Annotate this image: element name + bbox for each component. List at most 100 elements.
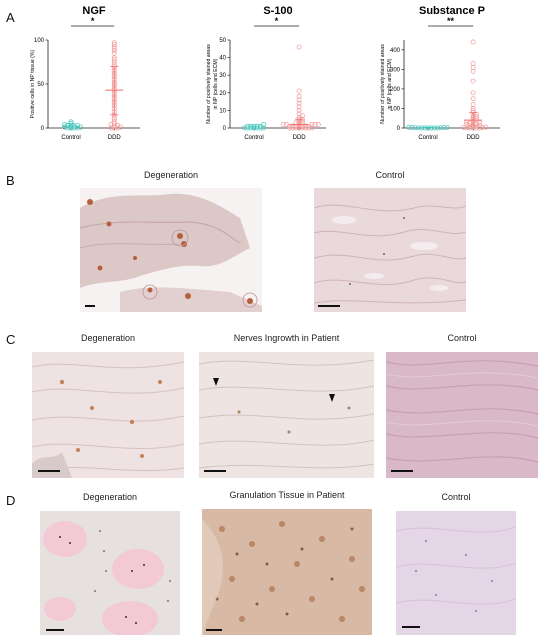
control-point xyxy=(441,125,447,131)
chart-svg: NGF 0 50 100 Positive cells in NP tissue (%)… xyxy=(30,5,140,141)
micrograph-b-degeneration xyxy=(80,188,262,312)
micrograph-c-nerves xyxy=(199,352,374,478)
x-tick-label: Control xyxy=(61,135,80,141)
scale-bar xyxy=(85,305,95,307)
ddd-point xyxy=(470,39,476,45)
y-axis-label: Number of positively stained areas xyxy=(206,44,212,124)
ddd-point xyxy=(296,44,302,50)
panel-letter-d: D xyxy=(6,493,16,508)
y-tick-label: 100 xyxy=(390,106,401,112)
panel-letter-c: C xyxy=(6,332,16,347)
control-point xyxy=(74,122,80,128)
chart-title: NGF xyxy=(82,5,106,17)
micrograph-d-degeneration xyxy=(40,511,180,635)
scale-bar xyxy=(204,470,226,472)
ddd-point xyxy=(473,113,479,119)
axis-lines xyxy=(403,40,500,129)
ngf-chart: NGF 0 50 100 Positive cells in NP tissue (%)… xyxy=(20,0,180,165)
ddd-point xyxy=(280,122,286,127)
y-tick-label: 50 xyxy=(37,82,44,88)
scale-bar xyxy=(318,305,340,307)
ddd-point xyxy=(296,88,302,94)
control-point xyxy=(444,124,450,130)
y-tick-label: 20 xyxy=(219,91,226,97)
control-point xyxy=(261,122,267,127)
chart-title: S-100 xyxy=(263,5,292,17)
x-tick-label: Control xyxy=(244,135,263,141)
ddd-point xyxy=(111,41,117,47)
ddd-point xyxy=(296,111,302,117)
y-tick-label: 0 xyxy=(397,126,401,132)
scale-bar xyxy=(46,629,64,631)
control-point xyxy=(412,125,418,131)
axis-lines xyxy=(47,40,140,129)
ddd-point xyxy=(470,102,476,107)
caption-b-degeneration: Degeneration xyxy=(143,170,199,180)
ddd-point xyxy=(470,96,476,102)
ddd-point xyxy=(470,90,476,96)
ddd-point xyxy=(464,122,470,127)
control-point xyxy=(409,125,415,131)
substance-p-chart: Substance P 0 100 200 300 400 Number of positi… xyxy=(372,0,532,165)
axis-lines xyxy=(229,40,326,129)
y-tick-label: 40 xyxy=(219,56,226,62)
y-axis-label: in NP (cells and ECM) xyxy=(213,58,219,109)
y-tick-label: 200 xyxy=(390,87,401,93)
ddd-point xyxy=(111,56,117,62)
micrograph-b-control xyxy=(314,188,466,312)
caption-c-nerves: Nerves Ingrowth in Patient xyxy=(233,333,340,343)
micrograph-c-degeneration xyxy=(32,352,184,478)
ddd-point xyxy=(296,100,302,106)
ddd-point xyxy=(483,124,489,130)
significance-marker: ** xyxy=(447,16,455,26)
chart-svg: Substance P 0 100 200 300 400 Number of positi… xyxy=(380,5,500,141)
ddd-point xyxy=(296,107,302,113)
significance-marker: * xyxy=(91,16,95,26)
x-tick-label: DDD xyxy=(293,135,307,141)
y-tick-label: 0 xyxy=(223,126,227,132)
x-tick-label: DDD xyxy=(467,135,481,141)
ddd-point xyxy=(315,122,321,127)
scale-bar xyxy=(206,629,222,631)
ddd-point xyxy=(312,122,318,127)
chart-title: Substance P xyxy=(419,5,485,17)
micrograph-c-control xyxy=(386,352,538,478)
scale-bar xyxy=(38,470,60,472)
control-point xyxy=(406,124,412,130)
scale-bar xyxy=(402,626,420,628)
y-tick-label: 100 xyxy=(34,38,45,44)
ddd-point xyxy=(470,61,476,66)
ddd-point xyxy=(296,97,302,103)
ddd-point xyxy=(480,125,486,131)
control-point xyxy=(438,125,444,131)
ddd-point xyxy=(461,124,466,130)
ddd-point xyxy=(111,40,117,46)
caption-d-granulation: Granulation Tissue in Patient xyxy=(229,490,345,500)
scale-bar xyxy=(391,470,413,472)
y-axis-label: Positive cells in NP tissue (%) xyxy=(30,49,36,118)
y-axis-label: in NP (cells and ECM) xyxy=(387,58,393,109)
panel-letter-a: A xyxy=(6,10,15,25)
ddd-point xyxy=(111,48,117,54)
y-tick-label: 50 xyxy=(219,38,226,44)
y-axis-label: Number of positively stained areas xyxy=(380,44,386,124)
panel-letter-b: B xyxy=(6,173,15,188)
caption-d-degeneration: Degeneration xyxy=(82,492,138,502)
chart-svg: S-100 0 10 20 30 40 50 Number of positively sta… xyxy=(206,5,326,141)
caption-d-control: Control xyxy=(441,492,471,502)
ddd-point xyxy=(108,122,114,127)
micrograph-d-granulation xyxy=(202,509,372,635)
caption-c-control: Control xyxy=(447,333,477,343)
y-tick-label: 30 xyxy=(219,73,226,79)
micrograph-d-control xyxy=(396,511,516,635)
caption-b-control: Control xyxy=(375,170,405,180)
x-tick-label: DDD xyxy=(108,135,122,141)
y-tick-label: 0 xyxy=(41,126,45,132)
x-tick-label: Control xyxy=(418,135,437,141)
y-tick-label: 10 xyxy=(219,108,226,114)
ddd-point xyxy=(309,122,315,127)
ddd-point xyxy=(296,93,302,99)
ddd-point xyxy=(477,122,482,128)
y-tick-label: 400 xyxy=(390,48,401,54)
ddd-point xyxy=(111,114,117,120)
